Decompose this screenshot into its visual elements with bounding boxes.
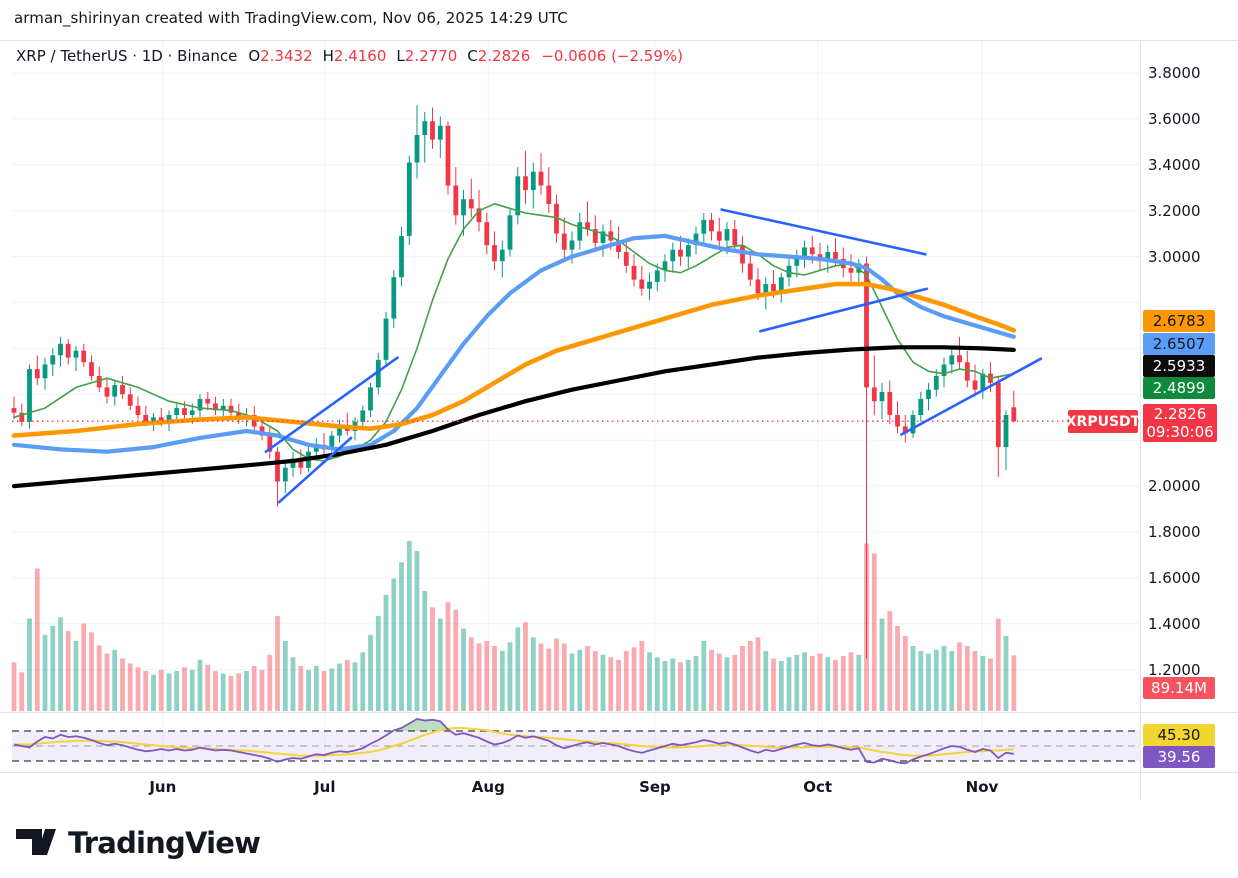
- legend-change: −0.0606 (−2.59%): [541, 47, 683, 65]
- price-tick: 3.0000: [1148, 247, 1201, 266]
- tradingview-logo[interactable]: TradingView: [14, 819, 261, 867]
- tradingview-logo-text: TradingView: [68, 826, 261, 860]
- legend-ohlc-item: L2.2770: [396, 47, 458, 65]
- price-tick: 3.2000: [1148, 201, 1201, 220]
- price-tick: 1.2000: [1148, 660, 1201, 679]
- ma-price-label: 2.4899: [1143, 377, 1215, 399]
- last-price-label: 2.2826 09:30:06: [1143, 404, 1217, 442]
- month-label: Nov: [965, 778, 999, 796]
- attribution-text: arman_shirinyan created with TradingView…: [14, 9, 568, 27]
- symbol-tag: XRPUSDT: [1066, 410, 1140, 433]
- rsi-value-label: 39.56: [1143, 746, 1215, 768]
- month-label: Aug: [471, 778, 505, 796]
- tradingview-logo-icon: [14, 819, 58, 867]
- price-tick: 3.6000: [1148, 109, 1201, 128]
- month-label: Sep: [639, 778, 671, 796]
- price-tick: 2.0000: [1148, 477, 1201, 496]
- price-tick: 1.6000: [1148, 568, 1201, 587]
- ma-price-label: 2.6783: [1143, 310, 1215, 332]
- legend-symbol: XRP / TetherUS · 1D · Binance: [16, 47, 238, 65]
- month-label: Jul: [314, 778, 336, 796]
- ma-price-label: 2.6507: [1143, 333, 1215, 355]
- month-label: Jun: [149, 778, 177, 796]
- last-price-value: 2.2826: [1153, 405, 1207, 423]
- legend-ohlc-item: H2.4160: [322, 47, 387, 65]
- ma-price-label: 2.5933: [1143, 355, 1215, 377]
- price-tick: 3.8000: [1148, 64, 1201, 82]
- legend-ohlc-item: C2.2826: [467, 47, 531, 65]
- rsi-ma-label: 45.30: [1143, 724, 1215, 746]
- legend-ohlc-item: O2.3432: [248, 47, 313, 65]
- volume-label: 89.14M: [1143, 677, 1215, 699]
- chart-legend: XRP / TetherUS · 1D · Binance O2.3432 H2.…: [16, 47, 683, 65]
- legend-ohlc: O2.3432 H2.4160 L2.2770 C2.2826: [248, 47, 530, 65]
- bar-countdown: 09:30:06: [1146, 423, 1214, 441]
- price-tick: 1.4000: [1148, 614, 1201, 633]
- price-tick: 3.4000: [1148, 155, 1201, 174]
- price-tick: 1.8000: [1148, 523, 1201, 541]
- month-label: Oct: [803, 778, 833, 796]
